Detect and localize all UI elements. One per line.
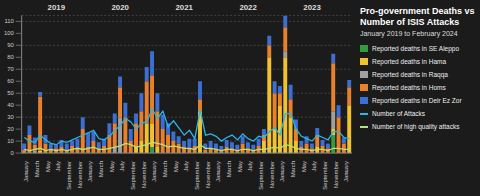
svg-text:September: September [130,161,136,190]
svg-text:March: March [34,161,40,177]
svg-text:80: 80 [8,54,14,60]
svg-text:2022: 2022 [239,3,257,12]
svg-text:May: May [173,161,179,172]
html-text:Reported deaths in Deir Ez Zor: Reported deaths in Deir Ez Zor [372,97,462,104]
svg-text:July: July [247,161,253,172]
svg-text:March: March [98,161,104,177]
svg-text:May: May [237,161,243,172]
svg-text:November: November [269,161,275,188]
svg-text:January: January [87,161,93,182]
svg-text:March: March [226,161,232,177]
svg-text:January: January [343,161,349,182]
svg-text:November: November [141,161,147,188]
svg-text:July: July [183,161,189,172]
svg-text:30: 30 [8,114,14,120]
svg-text:January: January [279,161,285,182]
svg-text:50: 50 [8,90,14,96]
svg-text:100: 100 [8,30,14,36]
svg-text:110: 110 [8,18,14,24]
svg-text:10: 10 [8,138,14,144]
svg-text:September: September [66,161,72,190]
svg-text:2023: 2023 [303,3,321,12]
svg-text:November: November [205,161,211,188]
svg-text:40: 40 [8,102,14,108]
svg-text:July: July [311,161,317,172]
svg-text:July: July [119,161,125,172]
svg-text:2021: 2021 [175,3,193,12]
svg-text:November: November [333,161,339,188]
html-text:January 2019 to February 2024: January 2019 to February 2024 [360,30,458,37]
svg-text:September: September [258,161,264,190]
svg-text:May: May [45,161,51,172]
html-text:Reported deaths in Raqqa: Reported deaths in Raqqa [372,71,448,78]
svg-text:0: 0 [10,150,14,156]
svg-text:May: May [109,161,115,172]
svg-text:60: 60 [8,78,14,84]
html-text:Number of Attacks: Number of Attacks [372,110,426,117]
html-text:Reported deaths in Hama: Reported deaths in Hama [372,58,446,65]
html-text:Reported deaths in SE Aleppo: Reported deaths in SE Aleppo [372,45,460,52]
svg-text:2020: 2020 [111,3,129,12]
svg-text:September: September [322,161,328,190]
svg-text:2019: 2019 [48,3,66,12]
svg-text:March: March [162,161,168,177]
svg-text:90: 90 [8,42,14,48]
svg-text:January: January [23,161,29,182]
html-text:Reported deaths in Homs: Reported deaths in Homs [372,84,446,91]
svg-text:70: 70 [8,66,14,72]
svg-text:September: September [194,161,200,190]
svg-text:July: July [55,161,61,172]
svg-text:March: March [290,161,296,177]
svg-text:20: 20 [8,126,14,132]
svg-text:January: January [151,161,157,182]
html-text:Number of high quality attacks: Number of high quality attacks [372,123,460,130]
svg-text:November: November [77,161,83,188]
html-text:Pro-government Deaths vs Numbe: Pro-government Deaths vs Number of ISIS … [360,6,475,27]
svg-text:January: January [215,161,221,182]
svg-text:May: May [301,161,307,172]
